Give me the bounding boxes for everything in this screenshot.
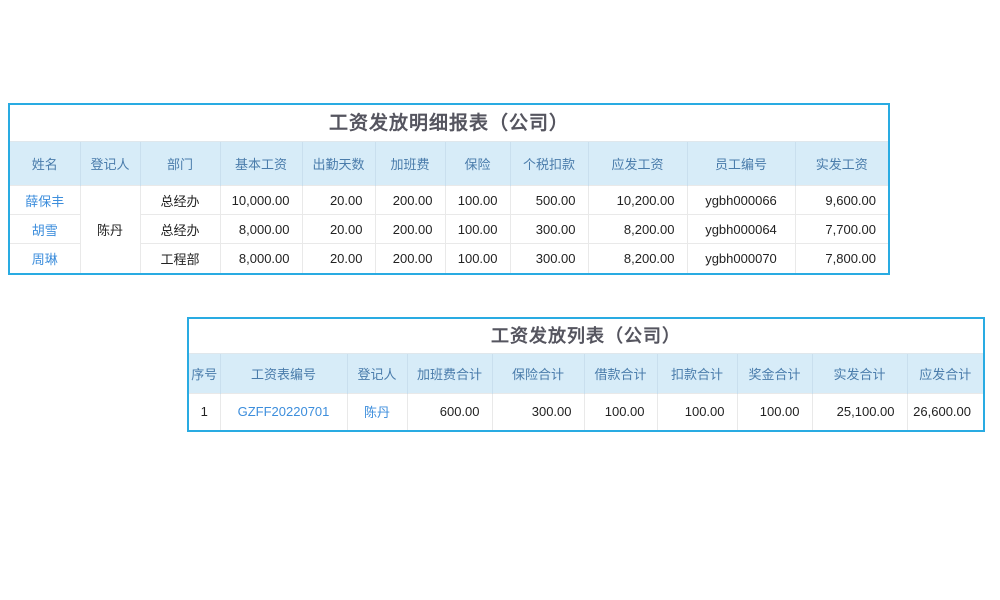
col-header-registrar: 登记人 bbox=[79, 141, 140, 186]
net-pay-cell: 7,700.00 bbox=[794, 214, 888, 244]
net-pay-cell: 7,800.00 bbox=[794, 243, 888, 273]
col-header-bonus-total: 奖金合计 bbox=[736, 353, 812, 394]
col-header-name: 姓名 bbox=[10, 141, 80, 186]
insurance-cell: 100.00 bbox=[444, 185, 510, 215]
detail-header-row: 姓名 登记人 部门 基本工资 出勤天数 加班费 保险 个税扣款 应发工资 员工编… bbox=[10, 141, 888, 186]
net-total-cell: 25,100.00 bbox=[811, 393, 907, 430]
salary-detail-report-table: 工资发放明细报表（公司） 姓名 登记人 部门 基本工资 出勤天数 加班费 保险 … bbox=[8, 103, 890, 275]
col-header-tax-deduction: 个税扣款 bbox=[509, 141, 588, 186]
tax-deduction-cell: 300.00 bbox=[509, 243, 588, 273]
attendance-days-cell: 20.00 bbox=[301, 214, 375, 244]
gross-pay-cell: 8,200.00 bbox=[587, 243, 687, 273]
deduction-total-cell: 100.00 bbox=[656, 393, 737, 430]
seq-cell: 1 bbox=[189, 393, 220, 430]
gross-pay-cell: 10,200.00 bbox=[587, 185, 687, 215]
employee-id-cell: ygbh000070 bbox=[686, 243, 795, 273]
detail-report-grid: 姓名 登记人 部门 基本工资 出勤天数 加班费 保险 个税扣款 应发工资 员工编… bbox=[10, 141, 888, 273]
registrar-link[interactable]: 陈丹 bbox=[346, 393, 407, 430]
gross-pay-cell: 8,200.00 bbox=[587, 214, 687, 244]
col-header-base-salary: 基本工资 bbox=[219, 141, 302, 186]
overtime-total-cell: 600.00 bbox=[406, 393, 492, 430]
table-row: 1 GZFF20220701 陈丹 600.00 300.00 100.00 1… bbox=[189, 393, 983, 430]
col-header-overtime-total: 加班费合计 bbox=[406, 353, 492, 394]
loan-total-cell: 100.00 bbox=[583, 393, 657, 430]
table-row: 周琳 工程部 8,000.00 20.00 200.00 100.00 300.… bbox=[10, 243, 888, 273]
employee-id-cell: ygbh000064 bbox=[686, 214, 795, 244]
col-header-net-pay: 实发工资 bbox=[794, 141, 888, 186]
col-header-gross-pay: 应发工资 bbox=[587, 141, 687, 186]
base-salary-cell: 8,000.00 bbox=[219, 214, 302, 244]
overtime-pay-cell: 200.00 bbox=[374, 243, 445, 273]
col-header-payroll-no: 工资表编号 bbox=[219, 353, 347, 394]
base-salary-cell: 8,000.00 bbox=[219, 243, 302, 273]
table-row: 薛保丰 陈丹 总经办 10,000.00 20.00 200.00 100.00… bbox=[10, 185, 888, 273]
department-cell: 总经办 bbox=[139, 214, 220, 244]
department-cell: 工程部 bbox=[139, 243, 220, 273]
insurance-cell: 100.00 bbox=[444, 243, 510, 273]
payroll-no-link[interactable]: GZFF20220701 bbox=[219, 393, 347, 430]
bonus-total-cell: 100.00 bbox=[736, 393, 812, 430]
net-pay-cell: 9,600.00 bbox=[794, 185, 888, 215]
col-header-employee-id: 员工编号 bbox=[686, 141, 795, 186]
overtime-pay-cell: 200.00 bbox=[374, 185, 445, 215]
list-report-grid: 序号 工资表编号 登记人 加班费合计 保险合计 借款合计 扣款合计 奖金合计 实… bbox=[189, 353, 983, 430]
list-report-title: 工资发放列表（公司） bbox=[491, 326, 681, 346]
employee-name-link[interactable]: 薛保丰 bbox=[10, 185, 80, 215]
tax-deduction-cell: 300.00 bbox=[509, 214, 588, 244]
col-header-insurance-total: 保险合计 bbox=[491, 353, 584, 394]
overtime-pay-cell: 200.00 bbox=[374, 214, 445, 244]
attendance-days-cell: 20.00 bbox=[301, 185, 375, 215]
detail-report-title: 工资发放明细报表（公司） bbox=[328, 113, 569, 134]
col-header-overtime-pay: 加班费 bbox=[374, 141, 445, 186]
col-header-loan-total: 借款合计 bbox=[583, 353, 657, 394]
insurance-total-cell: 300.00 bbox=[491, 393, 584, 430]
tax-deduction-cell: 500.00 bbox=[509, 185, 588, 215]
attendance-days-cell: 20.00 bbox=[301, 243, 375, 273]
col-header-department: 部门 bbox=[139, 141, 220, 186]
department-cell: 总经办 bbox=[139, 185, 220, 215]
employee-id-cell: ygbh000066 bbox=[686, 185, 795, 215]
col-header-deduction-total: 扣款合计 bbox=[656, 353, 737, 394]
base-salary-cell: 10,000.00 bbox=[219, 185, 302, 215]
registrar-merged-cell: 陈丹 bbox=[79, 185, 140, 273]
table-row: 胡雪 总经办 8,000.00 20.00 200.00 100.00 300.… bbox=[10, 214, 888, 244]
gross-total-cell: 26,600.00 bbox=[906, 393, 983, 430]
col-header-gross-total: 应发合计 bbox=[906, 353, 983, 394]
col-header-net-total: 实发合计 bbox=[811, 353, 907, 394]
list-header-row: 序号 工资表编号 登记人 加班费合计 保险合计 借款合计 扣款合计 奖金合计 实… bbox=[189, 353, 983, 394]
employee-name-link[interactable]: 胡雪 bbox=[10, 214, 80, 244]
col-header-insurance: 保险 bbox=[444, 141, 510, 186]
salary-payment-list-table: 工资发放列表（公司） 序号 工资表编号 登记人 加班费合计 保险合计 借款合计 … bbox=[187, 317, 985, 432]
col-header-seq: 序号 bbox=[189, 353, 220, 394]
insurance-cell: 100.00 bbox=[444, 214, 510, 244]
col-header-attendance-days: 出勤天数 bbox=[301, 141, 375, 186]
employee-name-link[interactable]: 周琳 bbox=[10, 243, 80, 273]
col-header-registrar: 登记人 bbox=[346, 353, 407, 394]
